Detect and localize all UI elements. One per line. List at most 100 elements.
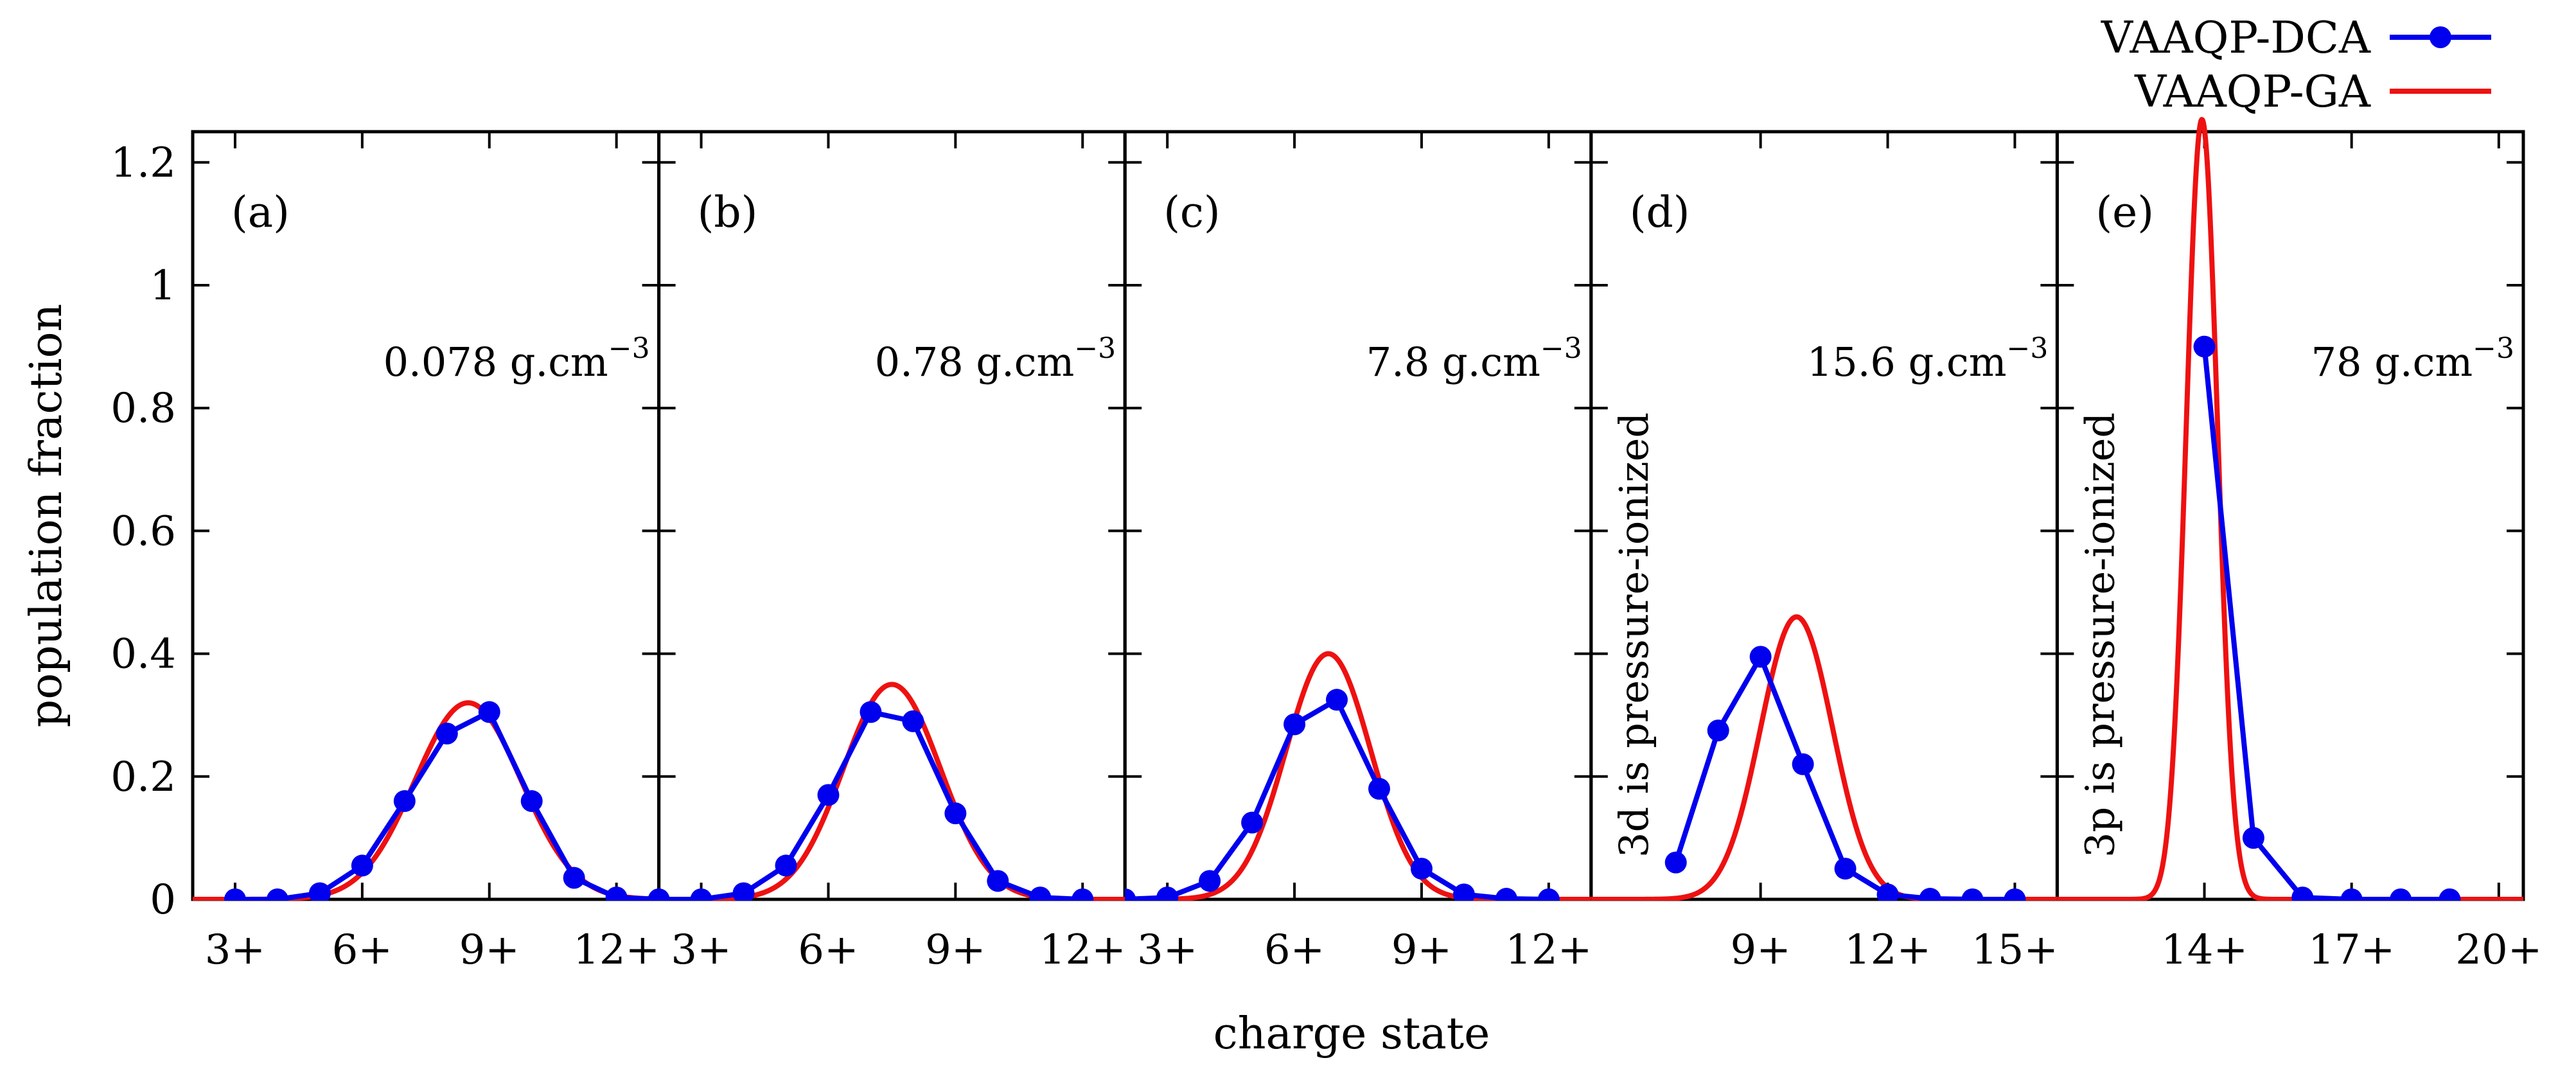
dca-point [1707, 719, 1729, 742]
panel-tag: (e) [2095, 188, 2154, 237]
panel-curves [658, 682, 1125, 901]
density-label: 7.8 g.cm−3 [1366, 332, 1582, 385]
dca-point [520, 790, 543, 813]
dca-point [478, 701, 500, 723]
density-label: 78 g.cm−3 [2311, 332, 2514, 385]
dca-point [1495, 888, 1517, 901]
x-tick-label: 3+ [1137, 926, 1197, 974]
x-axis-label: charge state [1213, 1009, 1490, 1059]
panel-frame-a [191, 130, 661, 901]
y-tick-label: 0 [150, 876, 176, 924]
density-unit: g.cm [2374, 339, 2473, 385]
density-unit: g.cm [510, 339, 608, 385]
panel-frame-b [657, 130, 1127, 901]
dca-point [1537, 888, 1560, 901]
x-tick-label: 9+ [459, 926, 520, 974]
x-tick-label: 6+ [332, 926, 393, 974]
dca-point [224, 888, 246, 901]
dca-point [436, 722, 458, 745]
panel-curves [2057, 117, 2523, 901]
x-tick-label: 12+ [1039, 926, 1126, 974]
density-exponent: −3 [1540, 332, 1582, 365]
panel-curves [193, 700, 659, 901]
dca-point [308, 882, 331, 901]
dca-point [1834, 858, 1857, 880]
x-tick-label: 12+ [573, 926, 660, 974]
density-value: 7.8 [1366, 339, 1442, 385]
x-tick-label: 9+ [925, 926, 985, 974]
dca-point [658, 888, 670, 901]
x-tick-label: 6+ [1264, 926, 1325, 974]
density-unit: g.cm [1442, 339, 1540, 385]
dca-point [1961, 888, 1984, 901]
density-exponent: −3 [2473, 332, 2514, 365]
dca-point [1876, 883, 1899, 901]
dca-point [1664, 851, 1687, 874]
dca-point [266, 888, 288, 901]
density-exponent: −3 [2007, 332, 2049, 365]
dca-point [2291, 887, 2314, 901]
density-value: 15.6 [1807, 339, 1909, 385]
density-value: 0.078 [384, 339, 510, 385]
dca-point [1410, 858, 1433, 880]
dca-point [1284, 713, 1306, 736]
dca-point [1125, 888, 1136, 901]
dca-line [658, 709, 1083, 901]
dca-point [605, 887, 628, 901]
x-tick-label: 15+ [1972, 926, 2058, 974]
y-axis-label: population fraction [21, 304, 72, 728]
x-tick-label: 3+ [671, 926, 731, 974]
x-tick-label: 12+ [1505, 926, 1592, 974]
dca-point [2242, 827, 2264, 849]
dca-point [2390, 888, 2412, 901]
pressure-ionized-note: 3p is pressure-ionized [2076, 412, 2123, 858]
density-exponent: −3 [608, 332, 650, 365]
dca-point [775, 854, 797, 877]
dca-point [1326, 689, 1348, 711]
y-tick-label: 0.8 [110, 385, 176, 432]
dca-point [1156, 887, 1179, 901]
panel-curves [1591, 614, 2058, 901]
legend-swatch-point [2430, 26, 2451, 48]
dca-point [902, 710, 924, 732]
dca-point [2340, 888, 2363, 901]
density-value: 78 [2311, 339, 2375, 385]
dca-line [1125, 697, 1549, 901]
x-tick-label: 9+ [1391, 926, 1452, 974]
dca-point [1452, 883, 1475, 901]
panel-frame-d [1589, 130, 2059, 901]
dca-point [987, 870, 1009, 892]
dca-point [1749, 646, 1772, 668]
pressure-ionized-note: 3d is pressure-ionized [1610, 412, 1657, 858]
panel-tag: (c) [1163, 188, 1220, 237]
y-tick-label: 0.4 [110, 631, 176, 678]
x-tick-label: 6+ [798, 926, 858, 974]
panel-tag: (d) [1630, 188, 1690, 237]
dca-point [351, 854, 373, 877]
dca-point [1199, 870, 1221, 892]
ga-curve [1591, 614, 2058, 901]
legend-label: VAAQP-DCA [2101, 13, 2371, 64]
dca-point [817, 784, 840, 806]
ga-curve [193, 700, 659, 901]
dca-point [563, 867, 585, 889]
dca-point [2193, 335, 2216, 358]
density-exponent: −3 [1074, 332, 1116, 365]
dca-point [860, 701, 882, 723]
y-tick-label: 0.6 [110, 507, 176, 555]
x-tick-label: 12+ [1844, 926, 1931, 974]
x-tick-label: 3+ [205, 926, 265, 974]
dca-point [648, 888, 659, 901]
density-label: 15.6 g.cm−3 [1807, 332, 2049, 385]
dca-line [2201, 346, 2450, 901]
dca-point [2004, 888, 2026, 901]
dca-point [690, 888, 712, 901]
dca-point [1241, 811, 1264, 834]
dca-point [1072, 888, 1094, 901]
density-label: 0.78 g.cm−3 [875, 332, 1116, 385]
panel-tag: (a) [231, 188, 290, 237]
x-tick-label: 20+ [2455, 926, 2542, 974]
panel-frame-c [1123, 130, 1593, 901]
